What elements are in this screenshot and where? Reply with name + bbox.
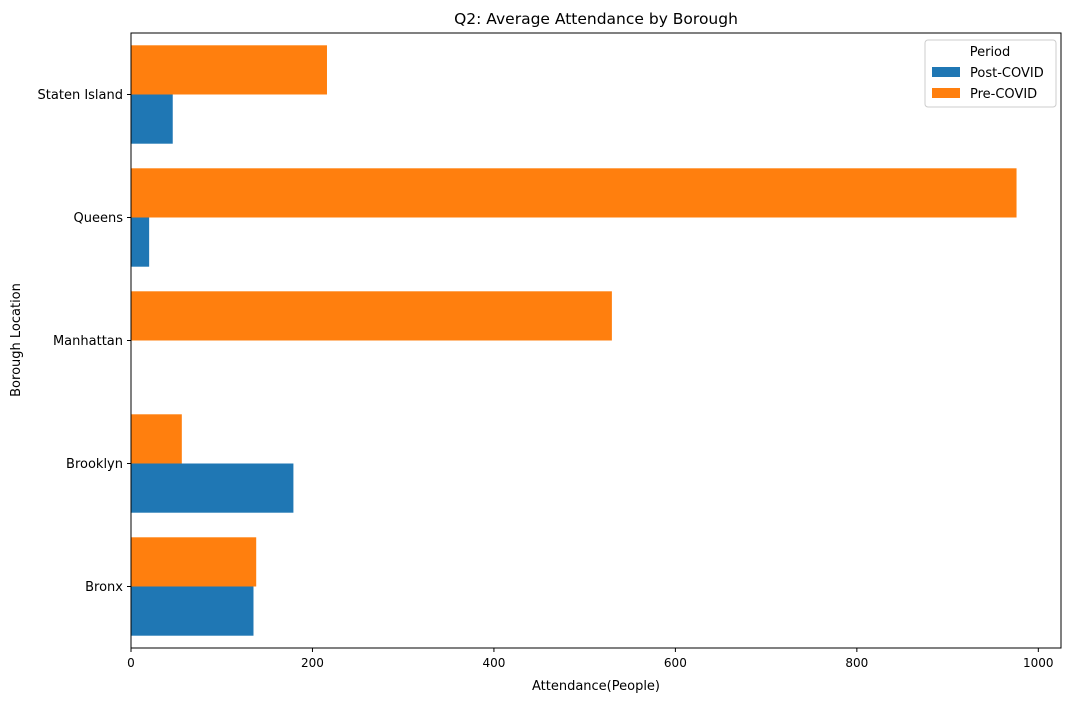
x-tick-label: 200 (301, 656, 324, 670)
chart-title: Q2: Average Attendance by Borough (454, 10, 738, 28)
y-tick-label-bronx: Bronx (85, 580, 123, 595)
y-axis-label: Borough Location (9, 283, 24, 397)
bar-post-covid-bronx (131, 586, 254, 636)
x-tick-label: 0 (127, 656, 135, 670)
bar-pre-covid-staten-island (131, 45, 327, 95)
x-axis-ticks: 0 200 400 600 800 1000 (127, 648, 1054, 670)
legend-title: Period (970, 45, 1011, 60)
y-axis-ticks: Bronx Brooklyn Manhattan Queens Staten Islan… (38, 88, 131, 595)
legend-label-pre-covid: Pre-COVID (970, 87, 1037, 102)
y-tick-label-queens: Queens (74, 211, 124, 226)
bar-pre-covid-bronx (131, 537, 257, 587)
legend: Period Post-COVID Pre-COVID (924, 39, 1057, 108)
bar-pre-covid-queens (131, 168, 1017, 218)
bar-post-covid-brooklyn (131, 463, 294, 513)
bar-post-covid-staten-island (131, 94, 173, 144)
bar-pre-covid-manhattan (131, 291, 612, 341)
bar-pre-covid-brooklyn (131, 414, 182, 464)
legend-swatch-pre-covid (932, 88, 960, 98)
y-tick-label-manhattan: Manhattan (53, 334, 123, 349)
x-tick-label: 400 (482, 656, 505, 670)
x-tick-label: 800 (845, 656, 868, 670)
bar-post-covid-queens (131, 217, 150, 267)
legend-swatch-post-covid (932, 67, 960, 77)
bars-layer (131, 45, 1017, 636)
legend-label-post-covid: Post-COVID (970, 66, 1044, 81)
x-tick-label: 600 (664, 656, 687, 670)
x-tick-label: 1000 (1023, 656, 1054, 670)
y-tick-label-brooklyn: Brooklyn (66, 457, 123, 472)
y-tick-label-staten-island: Staten Island (38, 88, 123, 103)
x-axis-label: Attendance(People) (532, 679, 660, 694)
